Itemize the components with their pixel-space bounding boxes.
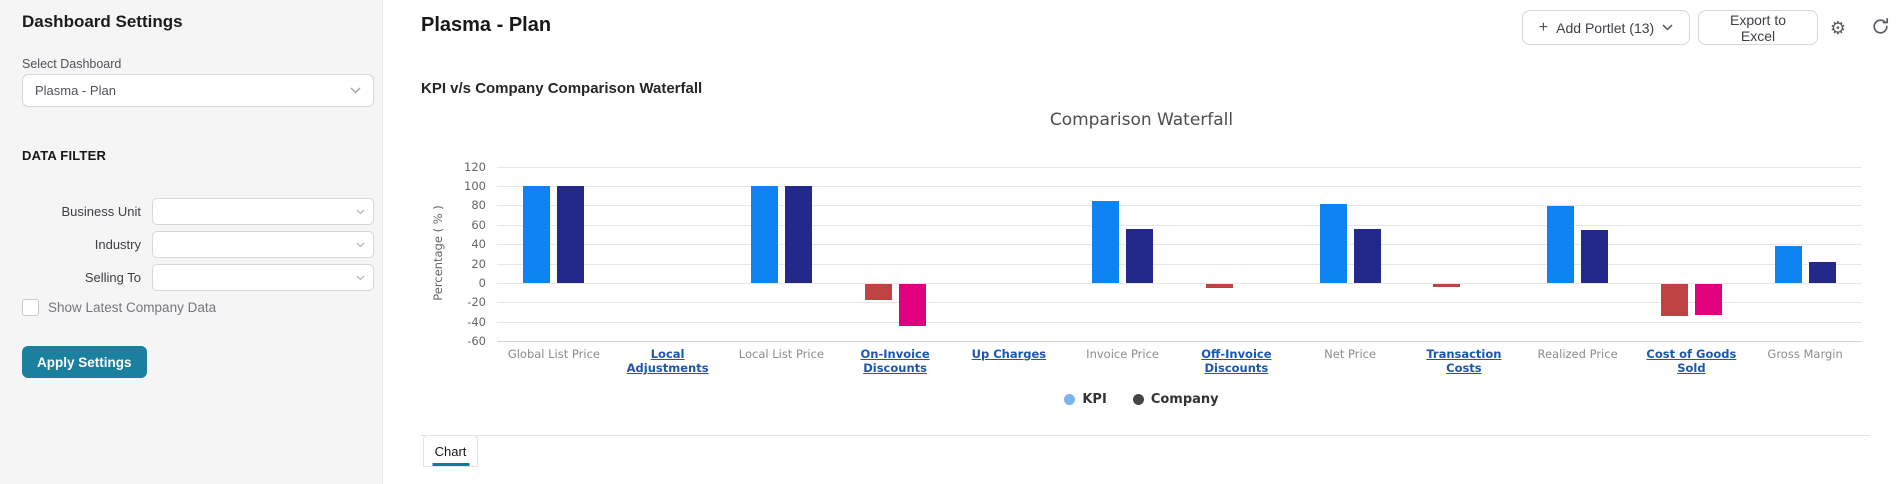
industry-label: Industry	[94, 237, 141, 252]
bar-company-1[interactable]	[557, 186, 585, 283]
bar-kpi-10[interactable]	[1547, 206, 1575, 283]
sidebar: Dashboard Settings Select Dashboard Plas…	[0, 0, 383, 484]
legend-label-company: Company	[1150, 392, 1219, 407]
active-tab-indicator	[432, 463, 469, 466]
data-filter-heading: DATA FILTER	[22, 148, 107, 163]
x-category-link[interactable]: Cost of Goods Sold	[1646, 347, 1737, 375]
chevron-down-icon	[1662, 24, 1673, 31]
add-portlet-button[interactable]: + Add Portlet (13)	[1522, 10, 1690, 45]
bar-company-11[interactable]	[1694, 284, 1722, 315]
chevron-down-icon	[356, 209, 365, 215]
filter-row-business-unit: Business Unit	[22, 198, 374, 225]
bar-company-12[interactable]	[1808, 261, 1836, 283]
chevron-down-icon	[350, 87, 361, 94]
bar-kpi-7[interactable]	[1205, 284, 1233, 288]
bar-kpi-6[interactable]	[1092, 200, 1120, 284]
bar-company-4[interactable]	[898, 284, 926, 326]
dashboard-select[interactable]: Plasma - Plan	[22, 74, 374, 107]
portlet-title: KPI v/s Company Comparison Waterfall	[421, 80, 703, 97]
bar-company-8[interactable]	[1353, 228, 1381, 283]
bar-kpi-9[interactable]	[1433, 284, 1461, 287]
add-portlet-label: Add Portlet (13)	[1556, 19, 1655, 36]
refresh-button[interactable]	[1868, 16, 1892, 40]
bar-company-3[interactable]	[784, 186, 812, 283]
business-unit-select[interactable]	[152, 198, 374, 225]
apply-settings-button[interactable]: Apply Settings	[22, 346, 147, 378]
legend-item-kpi[interactable]: KPI	[1064, 392, 1107, 407]
latest-company-data-row: Show Latest Company Data	[22, 299, 216, 316]
show-latest-company-data-label: Show Latest Company Data	[48, 300, 217, 315]
x-category-link[interactable]: On-Invoice Discounts	[860, 347, 930, 375]
gear-icon: ⚙	[1829, 17, 1847, 39]
tab-bar-divider	[421, 435, 1870, 436]
chevron-down-icon	[356, 275, 365, 281]
legend-marker-company	[1132, 394, 1144, 405]
bar-kpi-12[interactable]	[1774, 246, 1802, 283]
business-unit-label: Business Unit	[61, 204, 141, 219]
export-to-excel-button[interactable]: Export to Excel	[1698, 10, 1818, 45]
select-dashboard-label: Select Dashboard	[22, 57, 122, 71]
refresh-icon	[1871, 17, 1890, 39]
chevron-down-icon	[356, 242, 365, 248]
filter-row-industry: Industry	[22, 231, 374, 258]
bar-kpi-3[interactable]	[750, 186, 778, 283]
tab-chart-label: Chart	[434, 443, 467, 459]
x-category-link[interactable]: Local Adjustments	[626, 347, 709, 375]
selling-to-select[interactable]	[152, 264, 374, 291]
dashboard-select-value: Plasma - Plan	[35, 83, 116, 98]
settings-gear-button[interactable]: ⚙	[1826, 16, 1850, 40]
bar-kpi-11[interactable]	[1660, 284, 1688, 316]
show-latest-company-data-checkbox[interactable]	[22, 299, 39, 316]
bar-company-6[interactable]	[1126, 228, 1154, 283]
bar-kpi-4[interactable]	[864, 284, 892, 300]
export-to-excel-label: Export to Excel	[1729, 11, 1787, 44]
x-category-link[interactable]: Up Charges	[971, 347, 1047, 361]
bar-company-10[interactable]	[1581, 229, 1609, 284]
tab-chart[interactable]: Chart	[423, 435, 478, 467]
selling-to-label: Selling To	[84, 270, 141, 285]
bar-kpi-8[interactable]	[1319, 203, 1347, 283]
chart-legend: KPI Company	[421, 392, 1862, 407]
bar-kpi-1[interactable]	[523, 186, 551, 283]
legend-marker-kpi	[1064, 394, 1076, 405]
x-category-link[interactable]: Off-Invoice Discounts	[1201, 347, 1272, 375]
sidebar-title: Dashboard Settings	[22, 12, 183, 31]
filter-row-selling-to: Selling To	[22, 264, 374, 291]
legend-item-company[interactable]: Company	[1132, 392, 1219, 407]
main-content: Plasma - Plan + Add Portlet (13) Export …	[383, 0, 1902, 484]
x-category-link[interactable]: Transaction Costs	[1426, 347, 1502, 375]
industry-select[interactable]	[152, 231, 374, 258]
plus-icon: +	[1538, 18, 1549, 36]
legend-label-kpi: KPI	[1082, 392, 1107, 407]
page-title: Plasma - Plan	[421, 14, 552, 36]
